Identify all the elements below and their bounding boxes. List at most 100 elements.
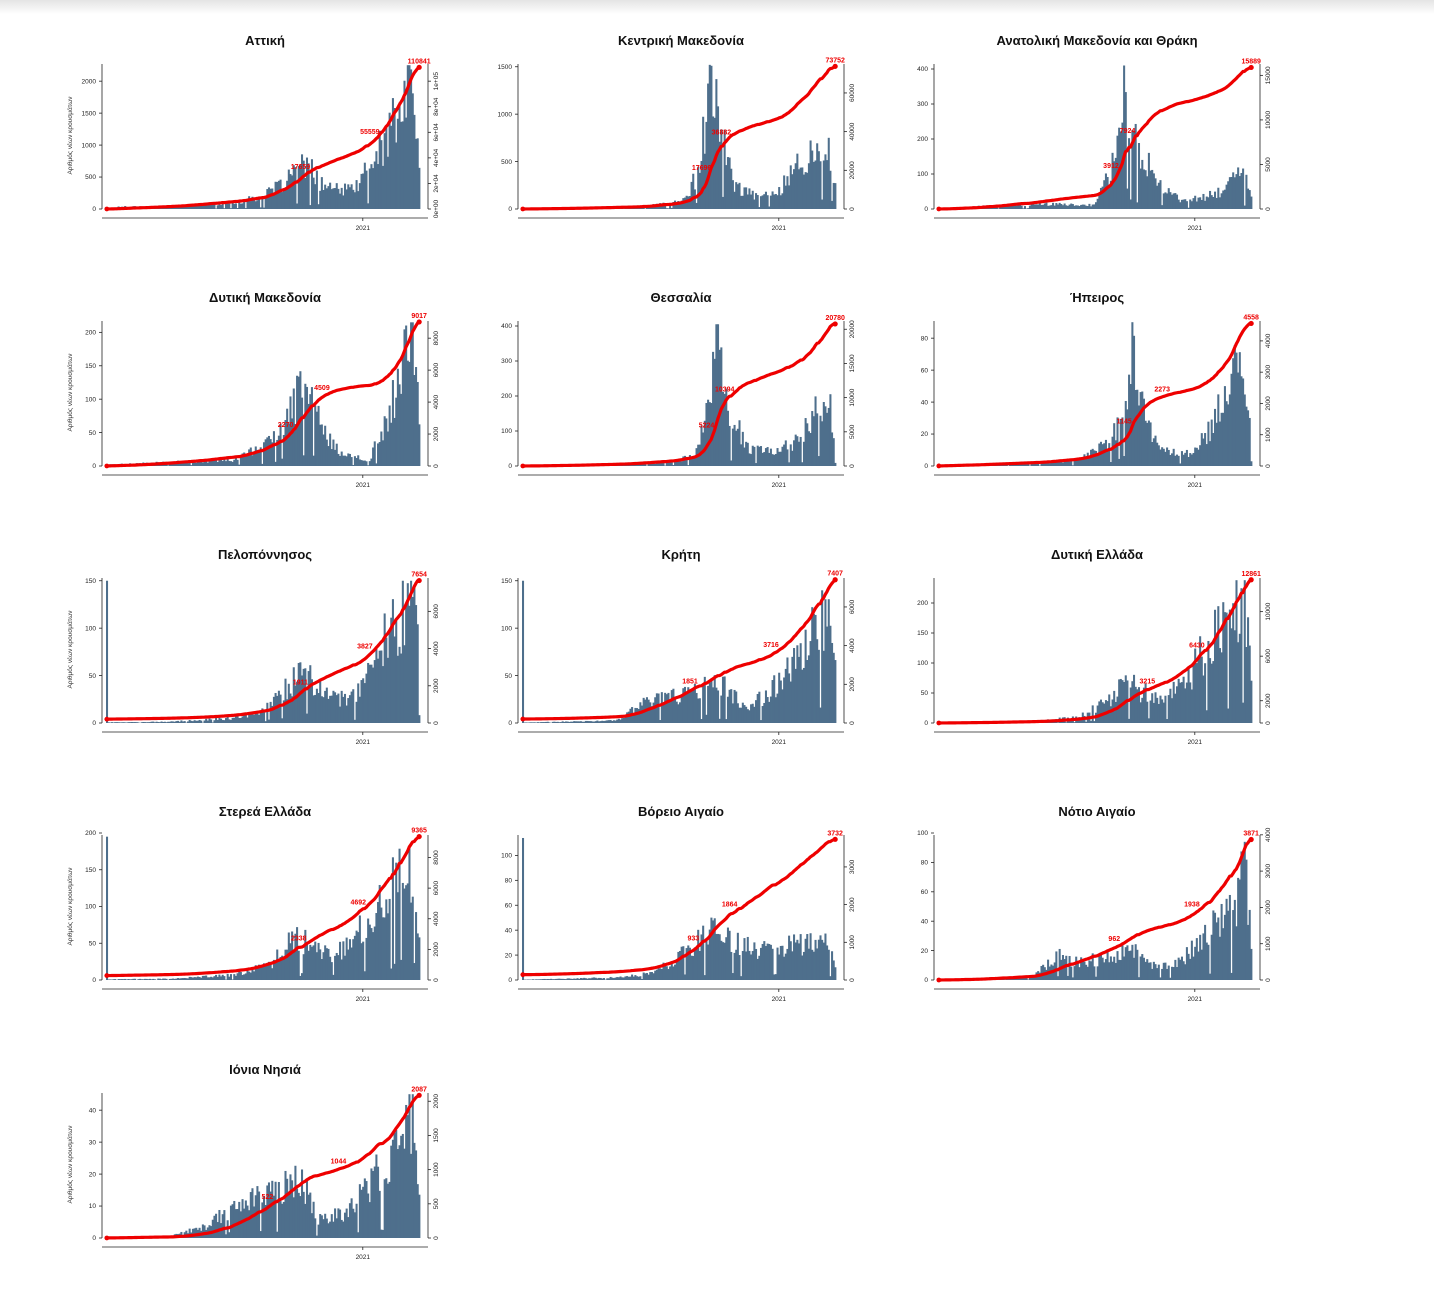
daily-bar <box>1250 197 1252 209</box>
cumulative-label: 1938 <box>1184 901 1200 908</box>
cumulative-start-point <box>104 464 109 469</box>
right-tick-label: 0 <box>1265 978 1272 982</box>
cumulative-end-point <box>417 1093 422 1098</box>
left-tick-label: 50 <box>89 673 97 680</box>
cumulative-start-point <box>104 717 109 722</box>
chart-title: Αττική <box>245 33 285 48</box>
left-tick-label: 60 <box>505 902 513 909</box>
chart-title: Ήπειρος <box>1070 290 1124 305</box>
y-axis-label: Αριθμός νέων κρουσμάτων <box>66 867 74 945</box>
x-tick-label: 2021 <box>772 225 787 232</box>
left-tick-label: 10 <box>89 1203 97 1210</box>
cumulative-label: 17696 <box>692 165 712 172</box>
left-tick-label: 1000 <box>82 142 97 149</box>
chart-title: Βόρειο Αιγαίο <box>638 804 724 819</box>
left-tick-label: 0 <box>924 206 928 213</box>
daily-bar <box>106 581 108 723</box>
left-tick-label: 0 <box>508 206 512 213</box>
x-tick-label: 2021 <box>772 739 787 746</box>
left-tick-label: 100 <box>85 904 96 911</box>
daily-bar <box>522 838 524 980</box>
daily-bar <box>165 979 167 980</box>
left-tick-label: 0 <box>924 463 928 470</box>
right-tick-label: 4000 <box>433 641 440 656</box>
right-tick-label: 60000 <box>849 84 856 102</box>
daily-bar <box>200 721 202 723</box>
right-tick-label: 4e+04 <box>433 148 440 167</box>
left-tick-label: 200 <box>917 136 928 143</box>
cumulative-label: 2273 <box>1154 386 1170 393</box>
cumulative-label: 3912 <box>1103 163 1119 170</box>
left-tick-label: 80 <box>505 878 513 885</box>
x-tick-label: 2021 <box>772 996 787 1003</box>
left-tick-label: 150 <box>917 630 928 637</box>
daily-bar <box>316 171 318 209</box>
chart-svg: Βόρειο Αιγαίο933186437320204060801000100… <box>476 796 886 1041</box>
daily-bar <box>702 926 704 980</box>
chart-svg: Ανατολική Μακεδονία και Θράκη39127924158… <box>892 25 1302 270</box>
daily-bar <box>314 1218 316 1238</box>
cumulative-label: 3716 <box>763 642 779 649</box>
left-tick-label: 40 <box>505 927 513 934</box>
daily-bar <box>230 974 232 980</box>
chart-svg: Θεσσαλία52241039420780010020030040005000… <box>476 282 886 527</box>
left-tick-label: 0 <box>508 463 512 470</box>
left-tick-label: 20 <box>89 1171 97 1178</box>
cumulative-label: 3827 <box>357 643 373 650</box>
daily-bar <box>834 463 836 466</box>
daily-bar <box>1242 169 1244 209</box>
cumulative-label: 2087 <box>411 1086 427 1093</box>
left-tick-label: 0 <box>92 720 96 727</box>
cumulative-end-point <box>417 319 422 324</box>
daily-bar <box>834 183 836 209</box>
x-tick-label: 2021 <box>356 482 371 489</box>
x-tick-label: 2021 <box>356 225 371 232</box>
right-tick-label: 6e+04 <box>433 123 440 142</box>
left-tick-label: 150 <box>85 578 96 585</box>
daily-bar <box>298 951 300 980</box>
cumulative-end-point <box>833 577 838 582</box>
left-tick-label: 50 <box>505 673 513 680</box>
daily-bar <box>418 424 420 466</box>
right-tick-label: 2000 <box>849 677 856 692</box>
chart-title: Νότιο Αιγαίο <box>1058 804 1135 819</box>
x-tick-label: 2021 <box>1188 996 1203 1003</box>
right-tick-label: 4000 <box>1265 827 1272 842</box>
left-tick-label: 20 <box>921 948 929 955</box>
cumulative-label: 1044 <box>331 1158 347 1165</box>
cumulative-line <box>523 324 835 466</box>
left-tick-label: 150 <box>85 363 96 370</box>
right-tick-label: 20000 <box>849 161 856 179</box>
bar-series <box>938 322 1252 466</box>
left-tick-label: 1000 <box>498 111 513 118</box>
right-tick-label: 6000 <box>1265 649 1272 664</box>
daily-bar <box>374 441 376 466</box>
right-tick-label: 10000 <box>1265 602 1272 620</box>
left-tick-label: 100 <box>917 830 928 837</box>
bar-series <box>522 324 836 466</box>
left-tick-label: 100 <box>917 660 928 667</box>
y-axis-label: Αριθμός νέων κρουσμάτων <box>66 610 74 688</box>
right-tick-label: 2000 <box>433 942 440 957</box>
left-tick-label: 50 <box>89 940 97 947</box>
right-tick-label: 1000 <box>1265 427 1272 442</box>
cumulative-label: 3871 <box>1243 830 1259 837</box>
right-tick-label: 6000 <box>849 599 856 614</box>
cumulative-label: 15889 <box>1241 58 1261 65</box>
daily-bar <box>114 979 116 980</box>
y-axis-label: Αριθμός νέων κρουσμάτων <box>66 1125 74 1203</box>
daily-bar <box>1226 613 1228 723</box>
cumulative-label: 962 <box>1108 936 1120 943</box>
cumulative-label: 933 <box>687 935 699 942</box>
chart-svg: Ιόνια Νησιά52210442087010203040050010001… <box>60 1054 470 1299</box>
right-tick-label: 2000 <box>433 426 440 441</box>
cumulative-label: 6430 <box>1189 643 1205 650</box>
daily-bar <box>757 195 759 209</box>
right-tick-label: 10000 <box>849 388 856 406</box>
chart-title: Στερεά Ελλάδα <box>219 804 311 819</box>
daily-bar <box>258 1192 260 1238</box>
